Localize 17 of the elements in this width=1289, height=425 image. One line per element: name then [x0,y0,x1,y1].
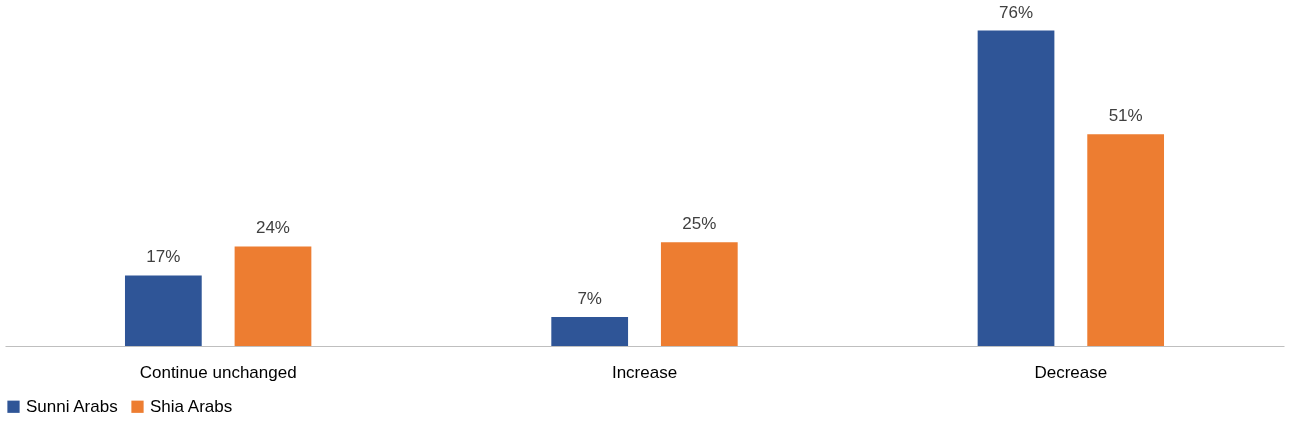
bar [660,242,738,346]
x-tick-label: Increase [611,362,678,382]
data-label: 17% [146,247,181,267]
data-label: 24% [255,218,290,238]
data-label: 25% [682,214,717,234]
data-label: 76% [999,2,1034,22]
x-tick-label: Continue unchanged [139,362,297,382]
bar [977,30,1055,346]
data-label: 7% [577,288,602,308]
legend-label: Shia Arabs [150,396,233,416]
legend-label: Sunni Arabs [26,396,118,416]
x-tick-label: Decrease [1034,362,1108,382]
data-label: 51% [1108,106,1143,126]
bar [124,275,202,346]
bar [1087,134,1165,346]
bar [551,316,629,346]
bar [234,246,312,346]
